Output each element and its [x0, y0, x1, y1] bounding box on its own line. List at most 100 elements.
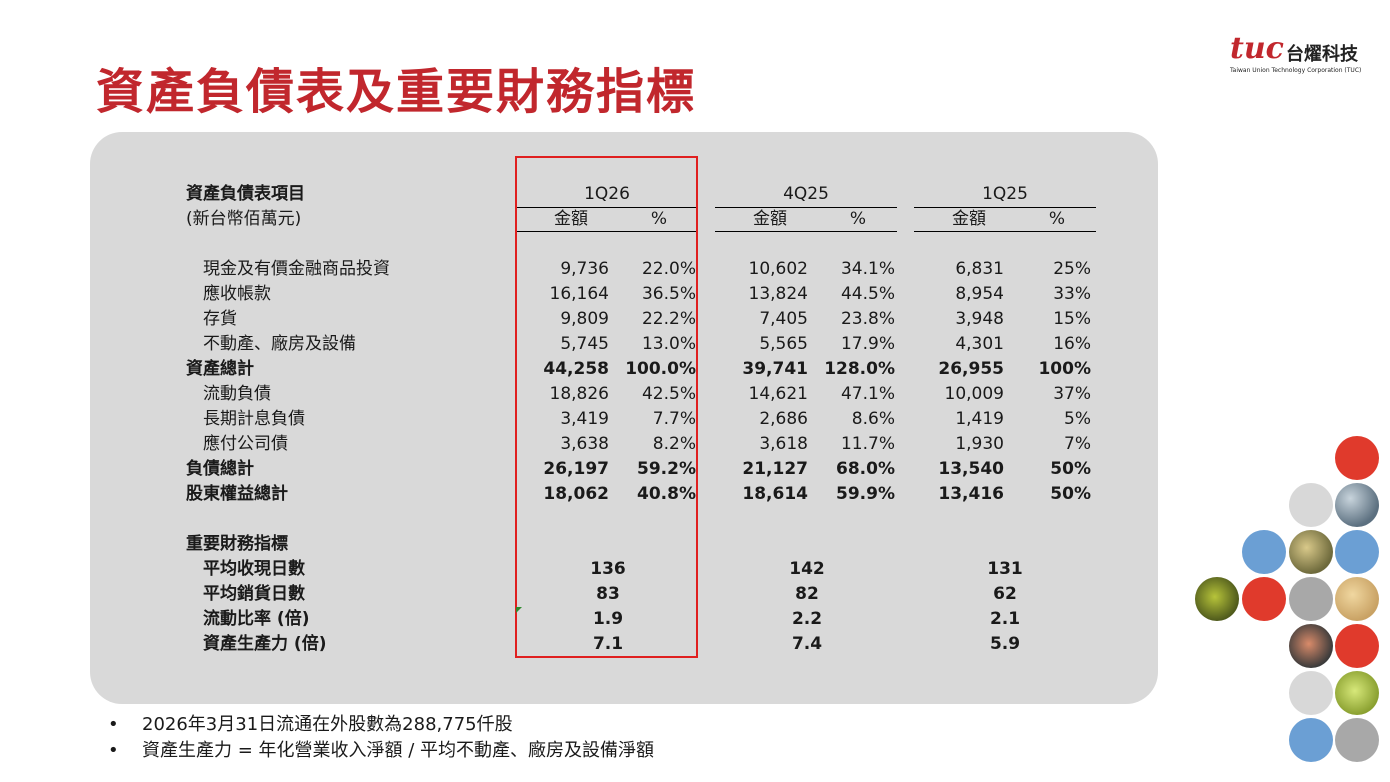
amount-value: 21,127: [742, 459, 808, 479]
row-label: 流動負債: [203, 384, 271, 404]
amount-subheader: 金額: [952, 209, 986, 229]
row-label: 不動產、廠房及設備: [203, 334, 356, 354]
header-item-label: 資產負債表項目: [186, 184, 305, 204]
amount-value: 39,741: [742, 359, 808, 379]
decorative-circle: [1335, 577, 1379, 621]
pct-value: 59.9%: [836, 484, 895, 504]
pct-value: 50%: [1050, 459, 1091, 479]
indicator-value: 5.9: [989, 634, 1021, 654]
note-text: 2026年3月31日流通在外股數為288,775仟股: [142, 714, 513, 735]
pct-subheader: %: [849, 209, 867, 229]
pct-value: 22.0%: [641, 259, 696, 279]
rule-line: [914, 231, 1096, 232]
pct-subheader: %: [1048, 209, 1066, 229]
period-header: 1Q26: [584, 184, 630, 204]
row-label: 負債總計: [186, 459, 254, 479]
indicator-value: 142: [789, 559, 825, 579]
rule-line: [914, 207, 1096, 208]
header-unit-label: (新台幣佰萬元): [186, 209, 302, 229]
indicator-value: 2.2: [791, 609, 823, 629]
indicator-label: 平均收現日數: [203, 559, 305, 579]
rule-line: [516, 207, 698, 208]
amount-value: 14,621: [748, 384, 808, 404]
decorative-circle: [1335, 436, 1379, 480]
decorative-circle: [1335, 671, 1379, 715]
pct-value: 68.0%: [836, 459, 895, 479]
row-label: 應付公司債: [203, 434, 288, 454]
amount-value: 10,009: [944, 384, 1004, 404]
pct-value: 15%: [1053, 309, 1091, 329]
period-header: 4Q25: [783, 184, 829, 204]
logo-name-cn: 台燿科技: [1286, 44, 1358, 65]
indicator-value: 136: [590, 559, 626, 579]
amount-value: 8,954: [955, 284, 1004, 304]
decorative-circle: [1289, 718, 1333, 762]
amount-value: 5,745: [560, 334, 609, 354]
decorative-circle: [1289, 577, 1333, 621]
pct-subheader: %: [650, 209, 668, 229]
current-quarter-highlight: [515, 156, 698, 658]
note-text: 資產生產力 = 年化營業收入淨額 / 平均不動產、廠房及設備淨額: [142, 740, 655, 761]
decorative-circle: [1335, 718, 1379, 762]
indicator-label: 流動比率 (倍): [203, 609, 310, 629]
rule-line: [715, 231, 897, 232]
note-asset-productivity: • 資產生產力 = 年化營業收入淨額 / 平均不動產、廠房及設備淨額: [108, 738, 654, 764]
pct-value: 34.1%: [840, 259, 895, 279]
logo-mark: tuc: [1230, 31, 1284, 66]
decorative-circle: [1289, 624, 1333, 668]
amount-value: 13,540: [938, 459, 1004, 479]
decorative-circle: [1242, 530, 1286, 574]
pct-value: 8.6%: [851, 409, 895, 429]
note-shares: • 2026年3月31日流通在外股數為288,775仟股: [108, 712, 654, 738]
pct-value: 23.8%: [840, 309, 895, 329]
amount-subheader: 金額: [753, 209, 787, 229]
pct-value: 17.9%: [840, 334, 895, 354]
logo-name-en: Taiwan Union Technology Corporation (TUC…: [1230, 67, 1362, 74]
amount-value: 44,258: [543, 359, 609, 379]
amount-value: 3,419: [560, 409, 609, 429]
bullet: •: [108, 714, 119, 735]
pct-value: 47.1%: [840, 384, 895, 404]
row-label: 長期計息負債: [203, 409, 305, 429]
decorative-circle: [1289, 483, 1333, 527]
amount-value: 9,809: [560, 309, 609, 329]
table-panel: [90, 132, 1158, 704]
indicator-label: 資產生產力 (倍): [203, 634, 327, 654]
indicator-value: 83: [596, 584, 620, 604]
pct-value: 7.7%: [652, 409, 696, 429]
indicator-value: 82: [795, 584, 819, 604]
pct-value: 33%: [1053, 284, 1091, 304]
pct-value: 11.7%: [840, 434, 895, 454]
indicators-header: 重要財務指標: [186, 534, 288, 554]
amount-value: 4,301: [955, 334, 1004, 354]
rule-line: [516, 231, 698, 232]
pct-value: 42.5%: [641, 384, 696, 404]
pct-value: 128.0%: [824, 359, 895, 379]
amount-value: 5,565: [759, 334, 808, 354]
amount-value: 26,955: [938, 359, 1004, 379]
amount-value: 1,419: [955, 409, 1004, 429]
pct-value: 100.0%: [625, 359, 696, 379]
indicator-value: 62: [993, 584, 1017, 604]
indicator-value: 131: [987, 559, 1023, 579]
pct-value: 16%: [1053, 334, 1091, 354]
bullet: •: [108, 740, 119, 761]
row-label: 股東權益總計: [186, 484, 288, 504]
amount-value: 16,164: [549, 284, 609, 304]
pct-value: 22.2%: [641, 309, 696, 329]
decorative-circle: [1335, 624, 1379, 668]
amount-value: 2,686: [759, 409, 808, 429]
decorative-circle: [1242, 577, 1286, 621]
amount-value: 18,062: [543, 484, 609, 504]
period-header: 1Q25: [982, 184, 1028, 204]
indicator-label: 平均銷貨日數: [203, 584, 305, 604]
amount-value: 3,948: [955, 309, 1004, 329]
amount-value: 13,824: [748, 284, 808, 304]
amount-value: 1,930: [955, 434, 1004, 454]
row-label: 存貨: [203, 309, 237, 329]
pct-value: 40.8%: [637, 484, 696, 504]
pct-value: 37%: [1053, 384, 1091, 404]
amount-value: 9,736: [560, 259, 609, 279]
decorative-circle: [1289, 671, 1333, 715]
pct-value: 44.5%: [840, 284, 895, 304]
